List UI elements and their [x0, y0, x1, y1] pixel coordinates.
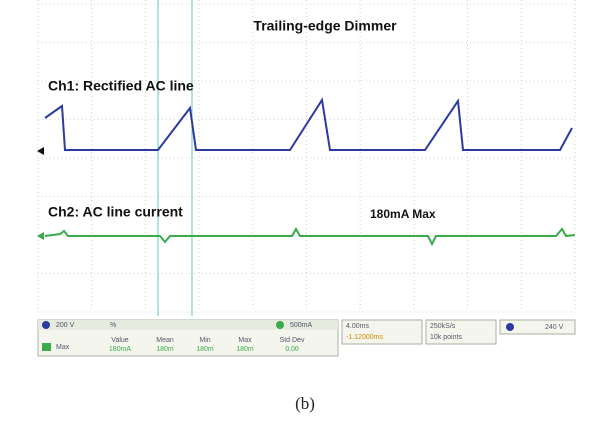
measure-header: Mean	[156, 337, 174, 344]
ch1-waveform	[44, 97, 573, 151]
ch1-marker	[37, 147, 44, 155]
measure-header: Max	[238, 337, 252, 344]
trigger-badge	[506, 323, 514, 331]
measure-badge	[42, 343, 51, 351]
sample-rate: 250kS/s	[430, 323, 456, 330]
ch2-badge	[276, 321, 284, 329]
ch1-label: Ch1: Rectified AC line	[48, 78, 194, 94]
trigger-level: 240 V	[545, 324, 564, 331]
measure-value: 180m	[236, 346, 254, 353]
ch1-scale: 200 V	[56, 322, 75, 329]
measure-header: Value	[111, 337, 128, 344]
annotation: 180mA Max	[370, 207, 436, 221]
ch2-waveform	[44, 226, 576, 247]
ch2-label: Ch2: AC line current	[48, 204, 183, 220]
measure-value: 180m	[196, 346, 214, 353]
measure-header: Std Dev	[280, 337, 305, 344]
delay: -1.12000ms	[346, 334, 383, 341]
ch1-badge	[42, 321, 50, 329]
timebase-panel	[341, 319, 423, 345]
status-row	[38, 320, 338, 330]
acq-panel	[425, 319, 497, 345]
ch2-scale: 500mA	[290, 322, 313, 329]
ch1-unit: %	[110, 322, 116, 329]
title: Trailing-edge Dimmer	[253, 18, 397, 34]
measure-value: 180m	[156, 346, 174, 353]
timebase: 4.00ms	[346, 323, 369, 330]
record-length: 10k points	[430, 334, 462, 341]
measure-name: Max	[56, 344, 70, 351]
measure-value: 0.00	[285, 346, 299, 353]
measurements: Value 180mA Mean 180m Min 180m Max 180m Std Dev 0…	[109, 337, 305, 353]
ch2-marker	[37, 232, 44, 240]
trigger-panel	[499, 319, 576, 335]
measure-header: Min	[199, 337, 210, 344]
measure-value: 180mA	[109, 346, 132, 353]
caption: (b)	[295, 394, 315, 413]
